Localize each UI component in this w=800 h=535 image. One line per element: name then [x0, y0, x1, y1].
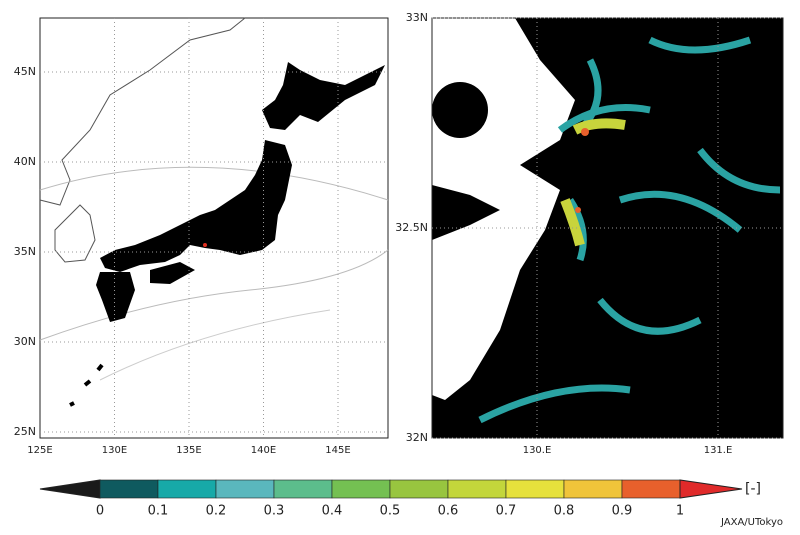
hotspot	[203, 243, 207, 247]
colorbar-label: 0.1	[148, 504, 169, 519]
contour	[39, 166, 389, 201]
urban	[560, 118, 626, 247]
colorbar: 0 0.1 0.2 0.3 0.4 0.5 0.6 0.7 0.8 0.9 1	[39, 479, 743, 519]
lat-label: 35N	[14, 245, 36, 258]
colorbar-segment	[157, 479, 217, 499]
colorbar-label: 0	[96, 504, 104, 519]
vegetation	[478, 36, 781, 424]
colorbar-segment	[389, 479, 449, 499]
right-map	[431, 17, 784, 439]
lon-label: 140E	[251, 445, 276, 456]
lon-label: 131.E	[704, 445, 733, 456]
lat-label: 25N	[14, 425, 36, 438]
lon-label: 145E	[325, 445, 350, 456]
lat-label: 45N	[14, 65, 36, 78]
kyushu	[96, 272, 135, 322]
left-map	[39, 17, 389, 439]
lon-label: 130E	[102, 445, 127, 456]
contour	[39, 249, 389, 341]
lat-label: 32.5N	[395, 221, 428, 234]
lat-label: 32N	[406, 431, 428, 444]
colorbar-segment	[331, 479, 391, 499]
island	[432, 82, 488, 138]
honshu	[100, 140, 292, 272]
colorbar-label: 1	[676, 504, 684, 519]
lat-label: 33N	[406, 11, 428, 24]
korea-coast	[54, 204, 96, 263]
colorbar-segment	[621, 479, 681, 499]
hotspot	[575, 207, 581, 213]
contour	[99, 309, 331, 381]
hotspot	[581, 128, 589, 136]
colorbar-label: 0.5	[380, 504, 401, 519]
coastline	[39, 17, 246, 206]
hokkaido	[262, 62, 385, 130]
colorbar-unit: [-]	[745, 481, 761, 497]
colorbar-label: 0.4	[322, 504, 343, 519]
colorbar-segment	[563, 479, 623, 499]
colorbar-label: 0.7	[496, 504, 517, 519]
lat-label: 40N	[14, 155, 36, 168]
shikoku	[150, 262, 195, 284]
colorbar-segment	[99, 479, 159, 499]
lon-label: 135E	[176, 445, 201, 456]
colorbar-label: 0.6	[438, 504, 459, 519]
islands	[69, 363, 104, 407]
colorbar-segment	[505, 479, 565, 499]
colorbar-segment	[215, 479, 275, 499]
colorbar-label: 0.8	[554, 504, 575, 519]
lat-label: 30N	[14, 335, 36, 348]
colorbar-segment	[447, 479, 507, 499]
colorbar-label: 0.2	[206, 504, 227, 519]
colorbar-under	[39, 479, 101, 499]
lon-label: 125E	[27, 445, 52, 456]
colorbar-over	[679, 479, 743, 499]
lon-label: 130.E	[523, 445, 552, 456]
colorbar-label: 0.3	[264, 504, 285, 519]
colorbar-segment	[273, 479, 333, 499]
credit: JAXA/UTokyo	[720, 517, 783, 528]
colorbar-label: 0.9	[612, 504, 633, 519]
